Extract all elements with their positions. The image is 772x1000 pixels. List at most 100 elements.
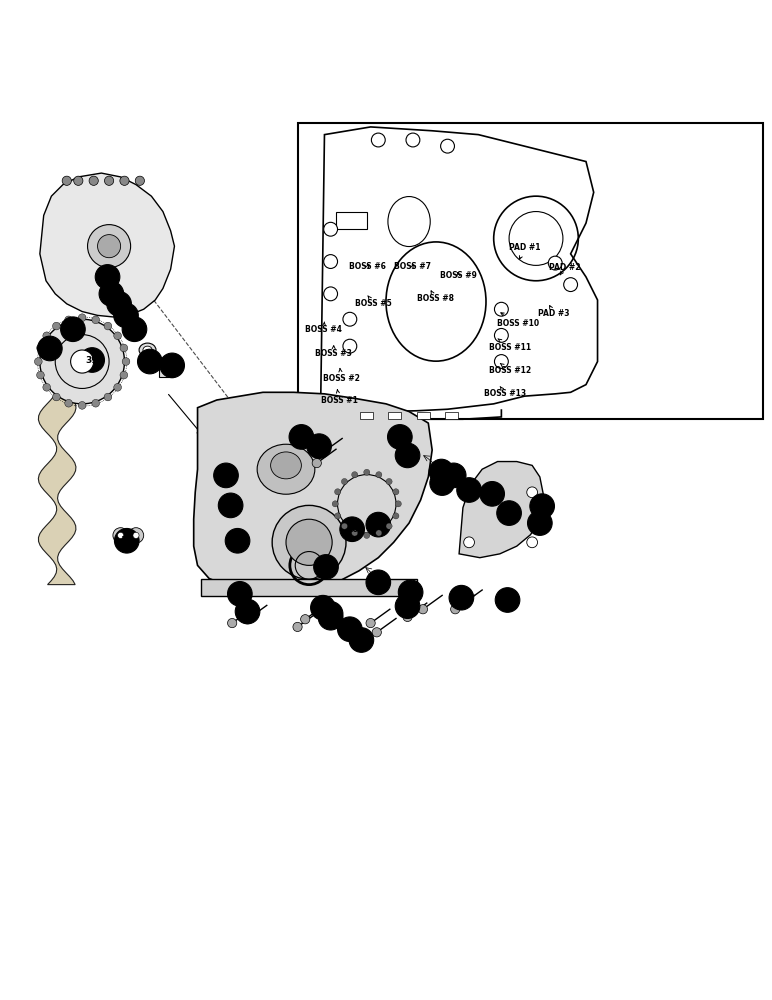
Text: 1: 1 <box>438 467 445 476</box>
Text: 35: 35 <box>436 479 449 488</box>
Circle shape <box>494 302 508 316</box>
Circle shape <box>104 322 112 330</box>
Circle shape <box>218 493 243 518</box>
Text: 10: 10 <box>346 525 358 534</box>
Circle shape <box>393 489 399 495</box>
Circle shape <box>92 399 100 407</box>
Circle shape <box>95 265 120 289</box>
Circle shape <box>133 532 139 538</box>
Circle shape <box>372 628 381 637</box>
Text: 18: 18 <box>324 613 337 622</box>
Circle shape <box>418 605 428 614</box>
Circle shape <box>548 256 562 270</box>
Bar <box>360 412 373 419</box>
Circle shape <box>464 537 475 548</box>
Circle shape <box>36 344 44 352</box>
Text: PAD #2: PAD #2 <box>549 263 581 275</box>
Text: 2: 2 <box>228 501 234 510</box>
Circle shape <box>395 501 401 507</box>
Circle shape <box>114 528 139 553</box>
Circle shape <box>386 478 392 485</box>
Circle shape <box>38 336 63 361</box>
Circle shape <box>366 618 375 628</box>
Circle shape <box>63 176 71 185</box>
Circle shape <box>398 580 423 605</box>
Circle shape <box>480 482 504 506</box>
Text: 11: 11 <box>120 536 133 545</box>
Circle shape <box>406 133 420 147</box>
Bar <box>445 412 459 419</box>
Ellipse shape <box>139 343 156 357</box>
Text: 30: 30 <box>128 325 141 334</box>
Circle shape <box>286 519 332 565</box>
Circle shape <box>388 425 412 449</box>
Circle shape <box>457 478 482 502</box>
Circle shape <box>89 176 98 185</box>
Text: BOSS #2: BOSS #2 <box>323 368 360 383</box>
Text: 5: 5 <box>298 432 304 441</box>
Text: 31: 31 <box>120 311 132 320</box>
Circle shape <box>395 443 420 468</box>
Circle shape <box>313 555 338 579</box>
Circle shape <box>113 528 128 543</box>
Circle shape <box>70 350 93 373</box>
Circle shape <box>117 532 124 538</box>
Text: 6: 6 <box>316 442 322 451</box>
Text: 19: 19 <box>503 509 516 518</box>
Circle shape <box>318 605 343 630</box>
Text: BOSS #7: BOSS #7 <box>394 262 431 271</box>
Circle shape <box>464 487 475 498</box>
Circle shape <box>494 355 508 368</box>
Circle shape <box>235 599 260 624</box>
Text: 24: 24 <box>394 432 406 441</box>
Bar <box>336 212 367 229</box>
Circle shape <box>564 278 577 292</box>
Text: 25: 25 <box>401 451 414 460</box>
Circle shape <box>376 472 382 478</box>
Text: 42: 42 <box>166 361 178 370</box>
Text: 20: 20 <box>486 489 499 498</box>
Text: 9: 9 <box>405 602 411 611</box>
Circle shape <box>386 523 392 529</box>
Circle shape <box>42 332 50 340</box>
Circle shape <box>323 255 337 268</box>
Ellipse shape <box>143 346 152 354</box>
Circle shape <box>228 618 237 628</box>
Circle shape <box>430 471 455 495</box>
Circle shape <box>128 528 144 543</box>
Circle shape <box>160 353 185 378</box>
Circle shape <box>120 371 127 379</box>
Text: PAD #3: PAD #3 <box>538 306 570 318</box>
Polygon shape <box>194 392 432 592</box>
Text: BOSS #5: BOSS #5 <box>355 296 392 308</box>
Circle shape <box>306 434 331 458</box>
Bar <box>388 412 401 419</box>
Circle shape <box>104 176 113 185</box>
Text: BOSS #4: BOSS #4 <box>305 322 342 334</box>
Text: 12: 12 <box>372 578 384 587</box>
Circle shape <box>61 317 85 342</box>
Text: 39: 39 <box>86 356 99 365</box>
Circle shape <box>349 628 374 652</box>
Text: 15: 15 <box>317 603 329 612</box>
Circle shape <box>364 469 370 475</box>
Circle shape <box>429 459 454 484</box>
Text: 33: 33 <box>105 289 117 298</box>
Text: 17: 17 <box>344 625 356 634</box>
Circle shape <box>122 358 130 365</box>
Circle shape <box>35 358 42 365</box>
Text: 10: 10 <box>232 536 244 545</box>
Circle shape <box>78 314 86 322</box>
Circle shape <box>393 513 399 519</box>
Circle shape <box>122 317 147 342</box>
Circle shape <box>323 222 337 236</box>
Circle shape <box>318 448 327 457</box>
Text: BOSS #11: BOSS #11 <box>489 339 531 352</box>
Text: 10: 10 <box>234 589 246 598</box>
Circle shape <box>395 594 420 618</box>
Circle shape <box>99 282 124 306</box>
Circle shape <box>527 537 537 548</box>
Text: BOSS #10: BOSS #10 <box>496 313 539 328</box>
Circle shape <box>40 319 124 404</box>
Text: BOSS #12: BOSS #12 <box>489 363 531 375</box>
